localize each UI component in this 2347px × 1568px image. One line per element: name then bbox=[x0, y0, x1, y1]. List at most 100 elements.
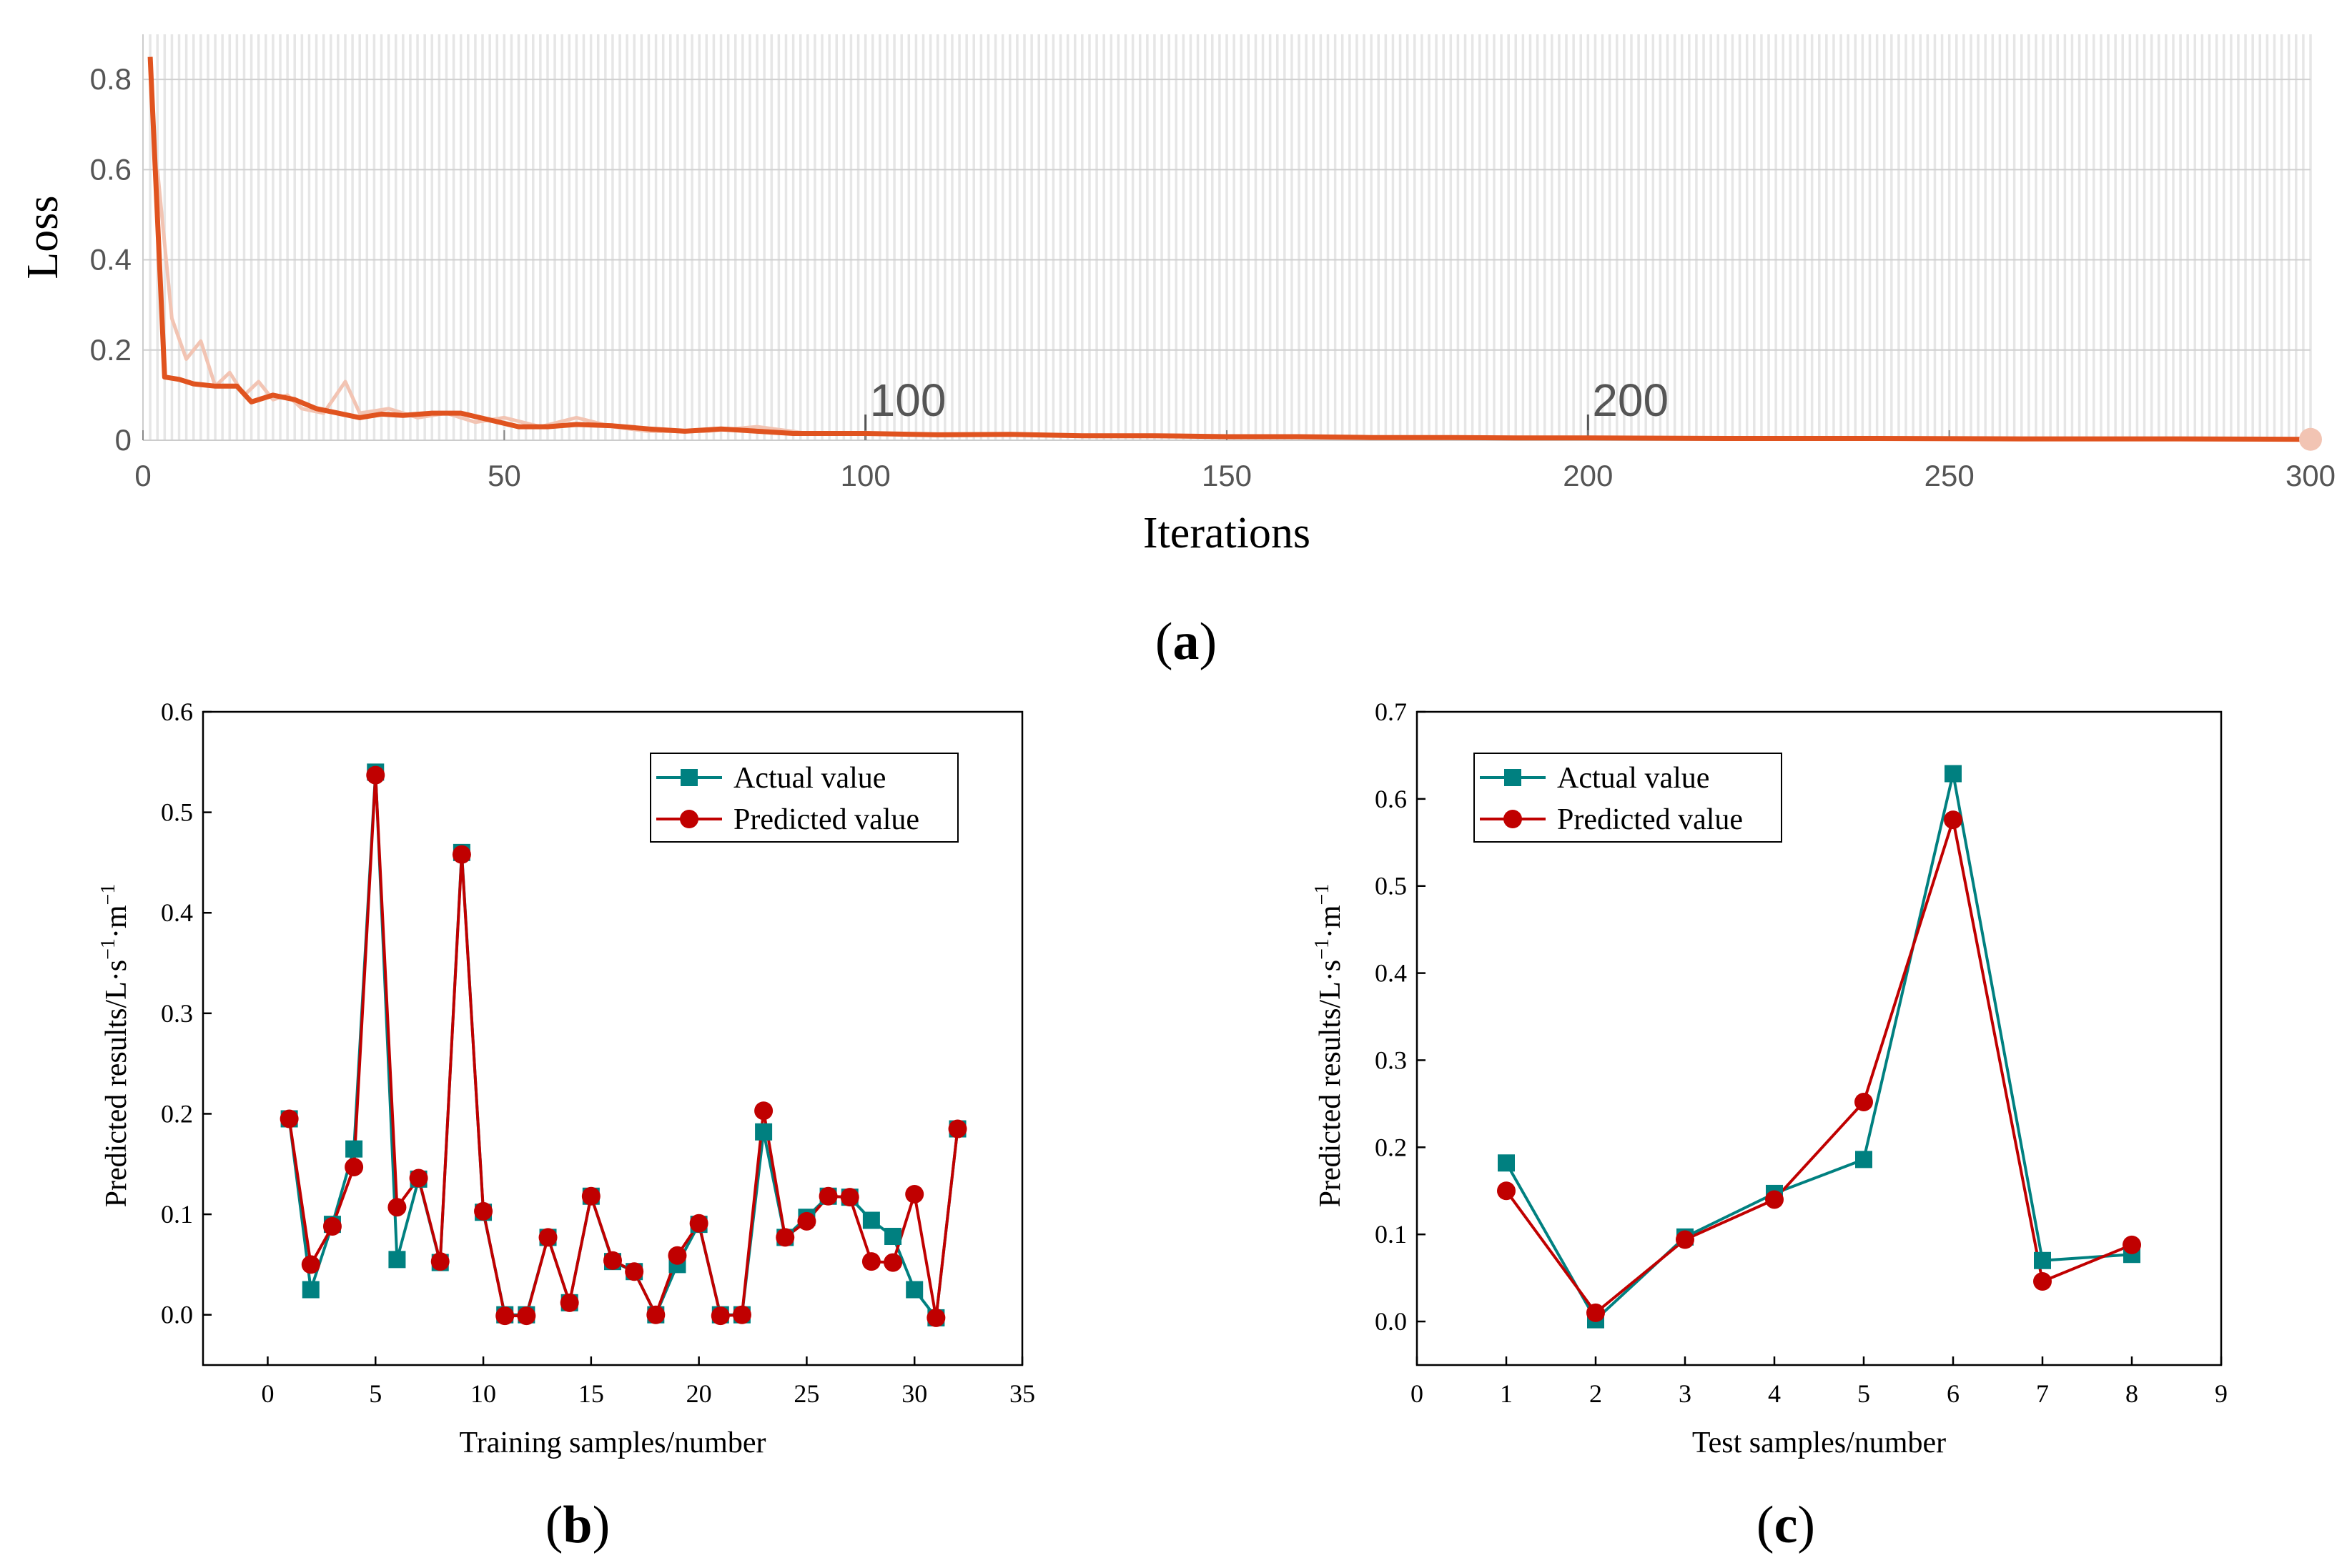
x-axis-title: Test samples/number bbox=[1692, 1426, 1946, 1459]
y-tick-label: 0.2 bbox=[90, 333, 132, 367]
x-tick-label: 5 bbox=[369, 1379, 382, 1408]
actual-point bbox=[862, 1211, 880, 1229]
predicted-point bbox=[387, 1198, 407, 1217]
actual-point bbox=[1498, 1154, 1515, 1172]
predicted-point bbox=[430, 1252, 450, 1271]
predicted-point bbox=[861, 1252, 881, 1271]
predicted-point bbox=[280, 1109, 299, 1128]
legend-label: Predicted value bbox=[1557, 803, 1743, 836]
predicted-point bbox=[668, 1246, 687, 1265]
y-tick-label: 0.1 bbox=[1375, 1220, 1407, 1249]
annotation-label: 100 bbox=[870, 374, 947, 426]
y-tick-label: 0.4 bbox=[1375, 959, 1407, 988]
y-tick-label: 0.5 bbox=[161, 798, 193, 827]
plot-frame bbox=[202, 710, 1024, 1366]
actual-line bbox=[1505, 773, 2133, 1322]
y-tick-label: 0.3 bbox=[1375, 1046, 1407, 1074]
x-tick-label: 150 bbox=[1202, 459, 1252, 492]
x-tick-label: 4 bbox=[1768, 1379, 1781, 1408]
predicted-point bbox=[581, 1186, 601, 1206]
loss-endpoint bbox=[2299, 427, 2322, 451]
loss-chart: 100 200 0 50 100 150 200 250 300 0 0.2 0.4 0.6 0.8 Ite… bbox=[19, 34, 2336, 557]
predicted-line bbox=[1505, 819, 2133, 1315]
y-tick-label: 0.6 bbox=[161, 698, 193, 726]
x-tick-label: 2 bbox=[1589, 1379, 1602, 1408]
x-tick-label: 100 bbox=[841, 459, 891, 492]
predicted-point bbox=[560, 1293, 579, 1312]
predicted-point bbox=[1586, 1303, 1605, 1322]
predicted-point bbox=[1497, 1181, 1516, 1201]
predicted-point bbox=[495, 1306, 515, 1326]
x-tick-label: 50 bbox=[488, 459, 521, 492]
predicted-point bbox=[840, 1188, 859, 1207]
predicted-point bbox=[776, 1228, 795, 1247]
x-tick-label: 25 bbox=[794, 1379, 819, 1408]
actual-point bbox=[755, 1123, 773, 1141]
y-tick-label: 0.3 bbox=[161, 999, 193, 1028]
y-tick-label: 0.2 bbox=[161, 1099, 193, 1128]
predicted-point bbox=[474, 1201, 493, 1221]
x-tick-label: 10 bbox=[470, 1379, 496, 1408]
legend-label: Predicted value bbox=[733, 803, 919, 836]
predicted-point bbox=[345, 1157, 364, 1176]
x-tick-label: 6 bbox=[1947, 1379, 1960, 1408]
legend-box bbox=[1473, 753, 1782, 843]
actual-point bbox=[884, 1228, 902, 1246]
actual-point bbox=[2034, 1251, 2051, 1269]
legend-label: Actual value bbox=[1557, 762, 1709, 795]
legend-marker-square bbox=[1504, 769, 1521, 786]
y-tick-label: 0.8 bbox=[90, 62, 132, 96]
x-tick-label: 35 bbox=[1009, 1379, 1035, 1408]
actual-point bbox=[388, 1251, 406, 1269]
legend-marker-square bbox=[681, 769, 698, 786]
x-tick-label: 0 bbox=[1410, 1379, 1423, 1408]
predicted-point bbox=[1765, 1190, 1784, 1209]
x-tick-label: 20 bbox=[686, 1379, 712, 1408]
predicted-point bbox=[2033, 1272, 2052, 1291]
x-tick-label: 300 bbox=[2286, 459, 2336, 492]
predicted-point bbox=[689, 1214, 708, 1233]
y-tick-label: 0.0 bbox=[161, 1301, 193, 1329]
x-tick-label: 1 bbox=[1500, 1379, 1513, 1408]
predicted-point bbox=[1676, 1230, 1694, 1249]
y-axis-title: Loss bbox=[19, 195, 67, 279]
y-tick-label: 0.4 bbox=[90, 243, 132, 277]
loss-line bbox=[147, 56, 2311, 442]
x-axis-title: Iterations bbox=[1143, 509, 1310, 557]
y-tick-label: 0.0 bbox=[1375, 1307, 1407, 1336]
predicted-point bbox=[711, 1306, 730, 1326]
legend-box bbox=[650, 753, 959, 843]
predicted-point bbox=[2123, 1235, 2141, 1254]
x-tick-label: 3 bbox=[1679, 1379, 1691, 1408]
actual-point bbox=[302, 1281, 320, 1299]
panel-label-b: (b) bbox=[545, 1496, 610, 1554]
y-tick-label: 0.1 bbox=[161, 1200, 193, 1229]
y-axis-title: Predicted results/L·s−1·m−1 bbox=[97, 884, 133, 1208]
panel-label-c: (c) bbox=[1756, 1496, 1815, 1554]
predicted-point bbox=[1854, 1092, 1873, 1111]
predicted-point bbox=[538, 1228, 558, 1247]
y-tick-label: 0.5 bbox=[1375, 872, 1407, 900]
actual-point bbox=[906, 1281, 924, 1299]
y-tick-label: 0.6 bbox=[1375, 785, 1407, 813]
predicted-point bbox=[366, 765, 385, 785]
predicted-point bbox=[517, 1306, 536, 1326]
predicted-line bbox=[287, 775, 959, 1319]
x-tick-label: 200 bbox=[1563, 459, 1613, 492]
x-tick-label: 0 bbox=[134, 459, 151, 492]
predicted-point bbox=[409, 1168, 428, 1188]
predicted-point bbox=[603, 1251, 622, 1270]
legend-label: Actual value bbox=[733, 762, 886, 795]
x-tick-label: 15 bbox=[578, 1379, 604, 1408]
predicted-point bbox=[452, 845, 471, 864]
x-tick-label: 9 bbox=[2215, 1379, 2228, 1408]
x-tick-label: 0 bbox=[261, 1379, 274, 1408]
y-tick-label: 0 bbox=[115, 423, 132, 457]
y-tick-label: 0.7 bbox=[1375, 698, 1407, 726]
test-chart: 0 1 2 3 4 5 6 7 8 9 0.0 0.1 0.2 0.3 0.4 0.5 0.6 0.7 Actual… bbox=[1311, 698, 2228, 1459]
y-tick-label: 0.2 bbox=[1375, 1133, 1407, 1161]
actual-point bbox=[1945, 765, 1962, 783]
predicted-point bbox=[1944, 810, 1962, 830]
y-tick-label: 0.4 bbox=[161, 898, 193, 927]
